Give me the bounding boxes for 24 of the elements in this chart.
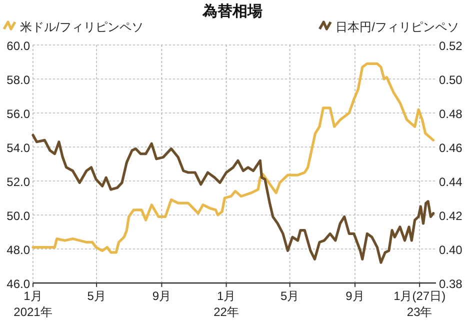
- y-tick-label: 50.0: [6, 209, 30, 223]
- y-tick-label: 58.0: [6, 73, 30, 87]
- y2-tick-label: 0.48: [439, 107, 463, 121]
- x-tick-label: 5月: [280, 289, 300, 303]
- y-tick-label: 60.0: [6, 39, 30, 53]
- x-tick-label: 1月 2021年: [14, 289, 52, 319]
- y-tick-label: 54.0: [6, 141, 30, 155]
- y2-tick-label: 0.38: [439, 277, 463, 291]
- x-tick-label: 9月: [346, 289, 364, 303]
- y-tick-label: 48.0: [6, 243, 30, 257]
- x-tick-label: 5月: [87, 289, 106, 303]
- y-tick-label: 52.0: [6, 175, 30, 189]
- x-tick-label: 9月: [152, 289, 172, 303]
- y-tick-label: 46.0: [6, 277, 30, 291]
- y2-tick-label: 0.44: [439, 175, 463, 189]
- y2-tick-label: 0.52: [439, 39, 463, 53]
- x-tick-label: 1月 22年: [214, 289, 239, 319]
- x-tick-label: 1月(27日) 23年: [394, 289, 446, 319]
- y2-tick-label: 0.40: [439, 243, 463, 257]
- y2-tick-label: 0.50: [439, 73, 463, 87]
- y2-tick-label: 0.46: [439, 141, 463, 155]
- chart-title: 為替相場: [202, 3, 262, 20]
- y2-tick-label: 0.42: [439, 209, 463, 223]
- y-tick-label: 56.0: [6, 107, 30, 121]
